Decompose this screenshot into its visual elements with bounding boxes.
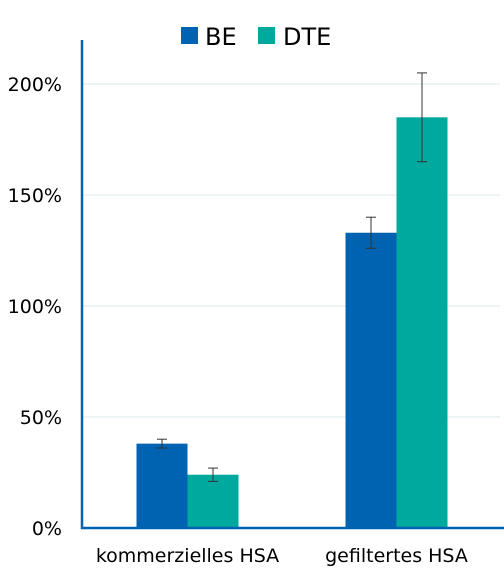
error-bar (157, 438, 167, 449)
bars (136, 117, 448, 529)
bar-dte-1 (187, 474, 239, 528)
x-category-labels: kommerzielles HSA gefiltertes HSA (96, 545, 468, 567)
bar-be-2 (345, 232, 397, 529)
legend-swatch (258, 27, 275, 44)
y-tick-label: 100% (8, 296, 62, 318)
y-tick-label: 200% (8, 74, 62, 96)
x-category-label: gefiltertes HSA (325, 545, 468, 567)
error-bar (366, 216, 376, 249)
x-category-label: kommerzielles HSA (96, 545, 279, 567)
error-bar (208, 467, 218, 482)
bar-dte-2 (396, 117, 448, 529)
y-tick-label: 0% (32, 518, 62, 540)
y-tick-labels: 0% 50% 100% 150% 200% (8, 74, 62, 540)
bar-be-1 (136, 443, 188, 528)
axes (80, 40, 504, 530)
error-bar (417, 72, 427, 163)
legend-item-dte: DTE (258, 23, 331, 51)
legend: BE DTE (181, 23, 331, 51)
legend-item-be: BE (181, 23, 237, 51)
y-tick-label: 150% (8, 185, 62, 207)
legend-swatch (181, 27, 198, 44)
legend-label: DTE (283, 23, 331, 51)
error-bars (157, 72, 427, 482)
y-tick-label: 50% (20, 407, 62, 429)
legend-label: BE (205, 23, 237, 51)
